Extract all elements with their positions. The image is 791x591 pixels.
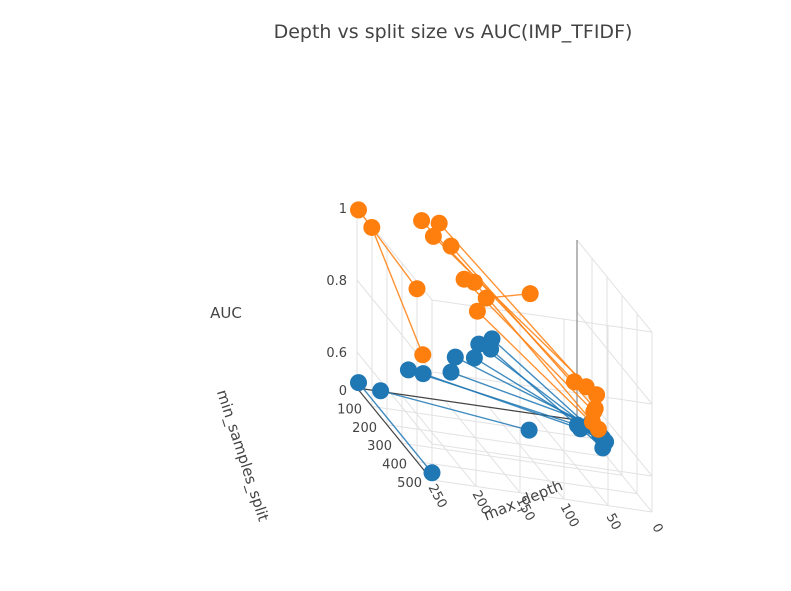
series-1-point: [413, 212, 431, 230]
series-1-point: [468, 302, 486, 320]
data-layer: [350, 201, 615, 482]
series-1-point: [521, 285, 539, 303]
grid-line: [576, 239, 653, 333]
y-tick-label: 300: [367, 439, 392, 454]
series-0-line: [454, 356, 594, 428]
grid-line: [576, 311, 653, 405]
series-0-point: [446, 348, 464, 366]
series-0-point: [399, 361, 417, 379]
y-tick-label: 500: [397, 476, 422, 491]
chart-title: Depth vs split size vs AUC(IMP_TFIDF): [274, 21, 633, 43]
y-tick-label: 0: [339, 384, 347, 399]
series-0-point: [414, 365, 432, 383]
series-0-point: [350, 374, 367, 392]
series-1-point: [465, 273, 483, 291]
series-1-line: [371, 227, 424, 356]
series-1-point: [430, 214, 448, 232]
grid-line: [431, 443, 653, 477]
y-tick-label: 200: [352, 421, 377, 436]
series-1-line: [432, 235, 598, 396]
series-0-point: [423, 464, 441, 482]
series-0-line: [422, 373, 581, 430]
y-axis-line: [356, 387, 433, 481]
series-0-point: [520, 421, 538, 439]
series-1-point: [442, 237, 460, 255]
z-tick-label: 1: [339, 202, 347, 217]
z-tick-label: 0.8: [326, 274, 347, 289]
series-0-point: [442, 363, 460, 381]
grid-line: [386, 424, 608, 458]
series-0-point: [372, 382, 390, 400]
grid-line: [371, 405, 593, 439]
y-tick-label: 400: [382, 458, 407, 473]
series-0-line: [380, 390, 530, 431]
grid-line: [431, 299, 653, 333]
series-1-point: [350, 201, 367, 219]
z-axis-title: AUC: [210, 304, 242, 322]
z-tick-label: 0.6: [326, 346, 347, 361]
series-1-point: [424, 227, 442, 245]
series-0-point: [482, 340, 500, 358]
series-1-point: [588, 386, 606, 404]
x-tick-label: 50: [603, 511, 624, 533]
grid-line: [444, 400, 521, 494]
series-1-line: [473, 281, 593, 423]
series-1-point: [363, 218, 381, 236]
series-1-point: [589, 420, 607, 438]
series-0-point: [594, 439, 612, 457]
grid-line: [416, 461, 638, 495]
grid-line: [532, 413, 609, 506]
grid-line: [431, 371, 653, 405]
series-1-line: [438, 222, 587, 388]
series-1-point: [414, 346, 432, 364]
series-1-line: [476, 310, 599, 430]
series-0-point: [465, 349, 483, 367]
grid-line: [356, 351, 433, 445]
grid-line: [401, 442, 623, 476]
grid-line: [400, 394, 477, 487]
y-tick-label: 100: [337, 402, 362, 417]
grid-line: [431, 479, 653, 513]
series-1-point: [408, 280, 426, 298]
series-0-line: [357, 382, 433, 474]
series-1-point: [477, 289, 495, 307]
